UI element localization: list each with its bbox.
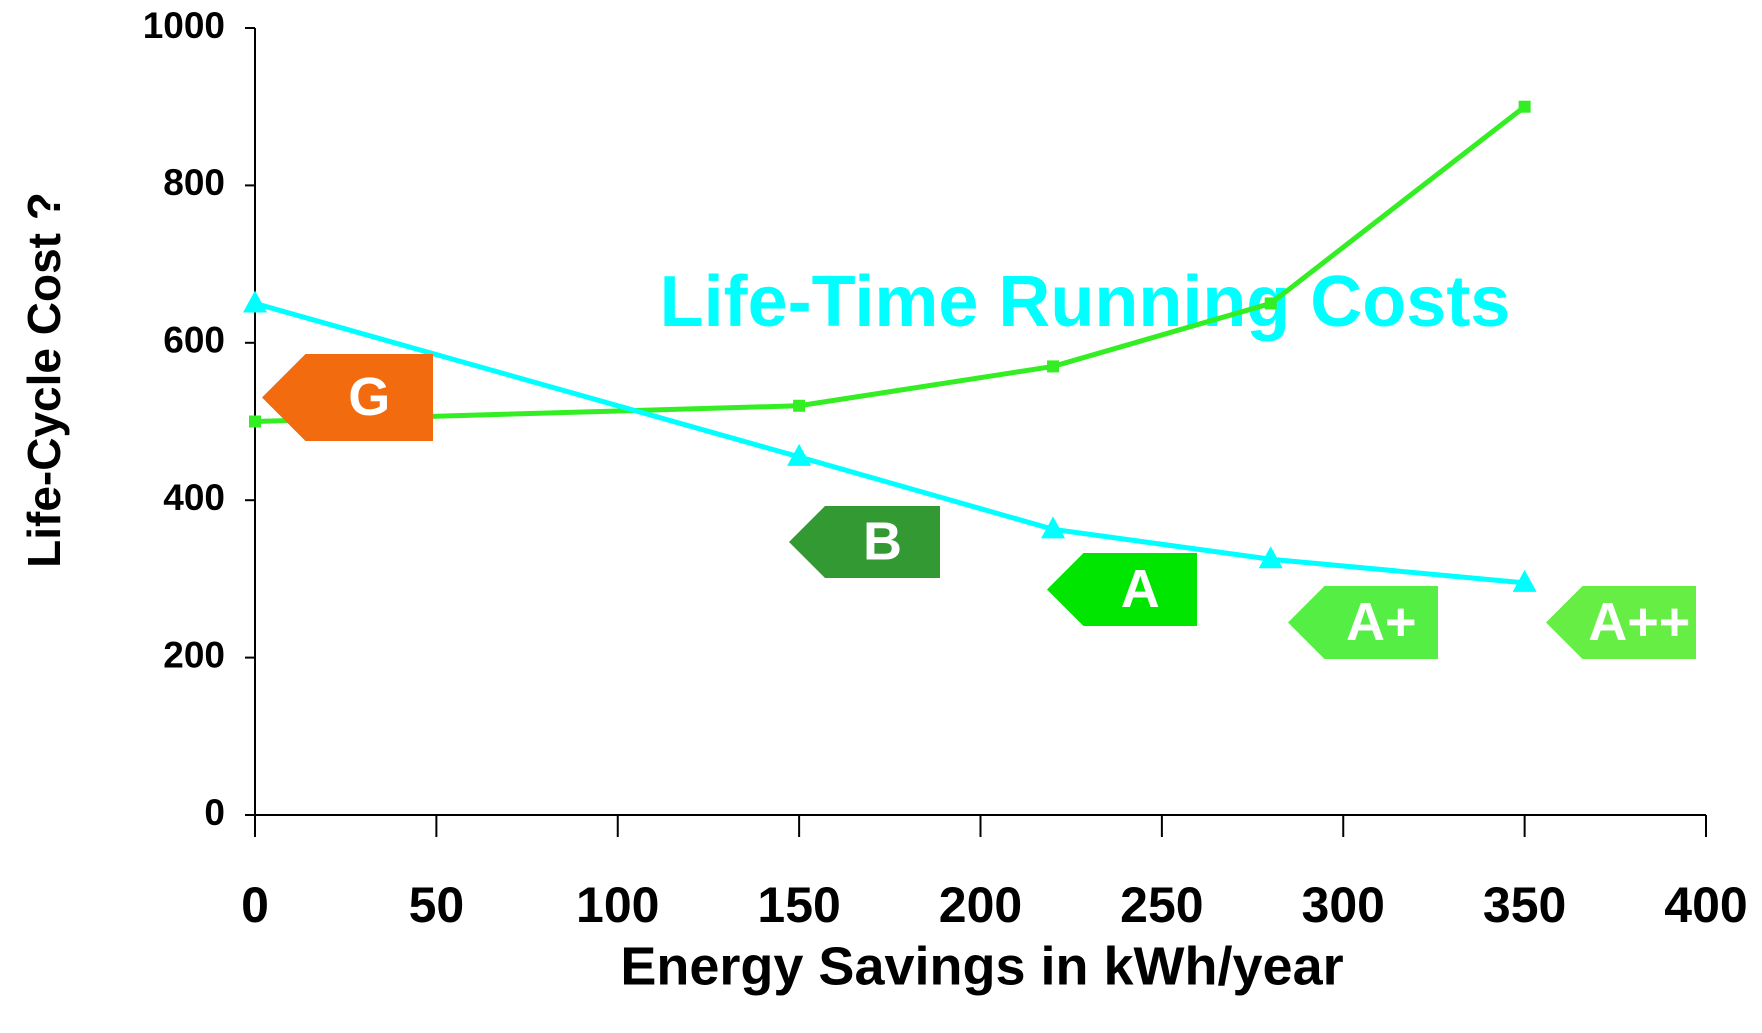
x-axis-title: Energy Savings in kWh/year <box>620 936 1343 996</box>
x-tick-label: 50 <box>409 877 465 933</box>
point <box>793 399 806 412</box>
y-tick-label: 400 <box>163 477 225 518</box>
point <box>1512 569 1537 592</box>
point <box>787 443 812 466</box>
y-tick-label: 800 <box>163 162 225 203</box>
x-tick-label: 300 <box>1302 877 1385 933</box>
y-tick-label: 600 <box>163 320 225 361</box>
energy-label-text: A++ <box>1588 592 1690 652</box>
x-tick-label: 0 <box>241 877 269 933</box>
point <box>249 415 261 428</box>
energy-label-tag <box>1047 553 1197 626</box>
energy-label-tag <box>1546 586 1696 659</box>
y-axis-title: Life-Cycle Cost ? <box>18 192 70 568</box>
energy-label-text: A+ <box>1346 592 1417 652</box>
energy-label-tag <box>262 354 433 441</box>
x-tick-label: 250 <box>1120 877 1203 933</box>
energy-label-text: G <box>348 367 390 427</box>
x-tick-label: 350 <box>1483 877 1566 933</box>
energy-label-tag <box>1288 586 1438 659</box>
annotation: Life-Time Running Costs <box>660 262 1511 342</box>
y-tick-label: 1000 <box>143 5 225 46</box>
x-tick-label: 100 <box>576 877 659 933</box>
y-tick-label: 0 <box>204 792 225 833</box>
energy-label-text: A <box>1121 559 1160 619</box>
point <box>1041 516 1066 539</box>
x-tick-label: 150 <box>757 877 840 933</box>
point <box>1264 297 1277 310</box>
point <box>1258 546 1283 569</box>
x-tick-label: 200 <box>939 877 1022 933</box>
point <box>1047 360 1060 373</box>
point <box>243 290 267 313</box>
energy-label-text: B <box>863 511 902 571</box>
x-tick-label: 400 <box>1664 877 1747 933</box>
energy-label-tag <box>789 506 940 578</box>
y-tick-label: 200 <box>163 634 225 675</box>
point <box>1518 100 1531 113</box>
